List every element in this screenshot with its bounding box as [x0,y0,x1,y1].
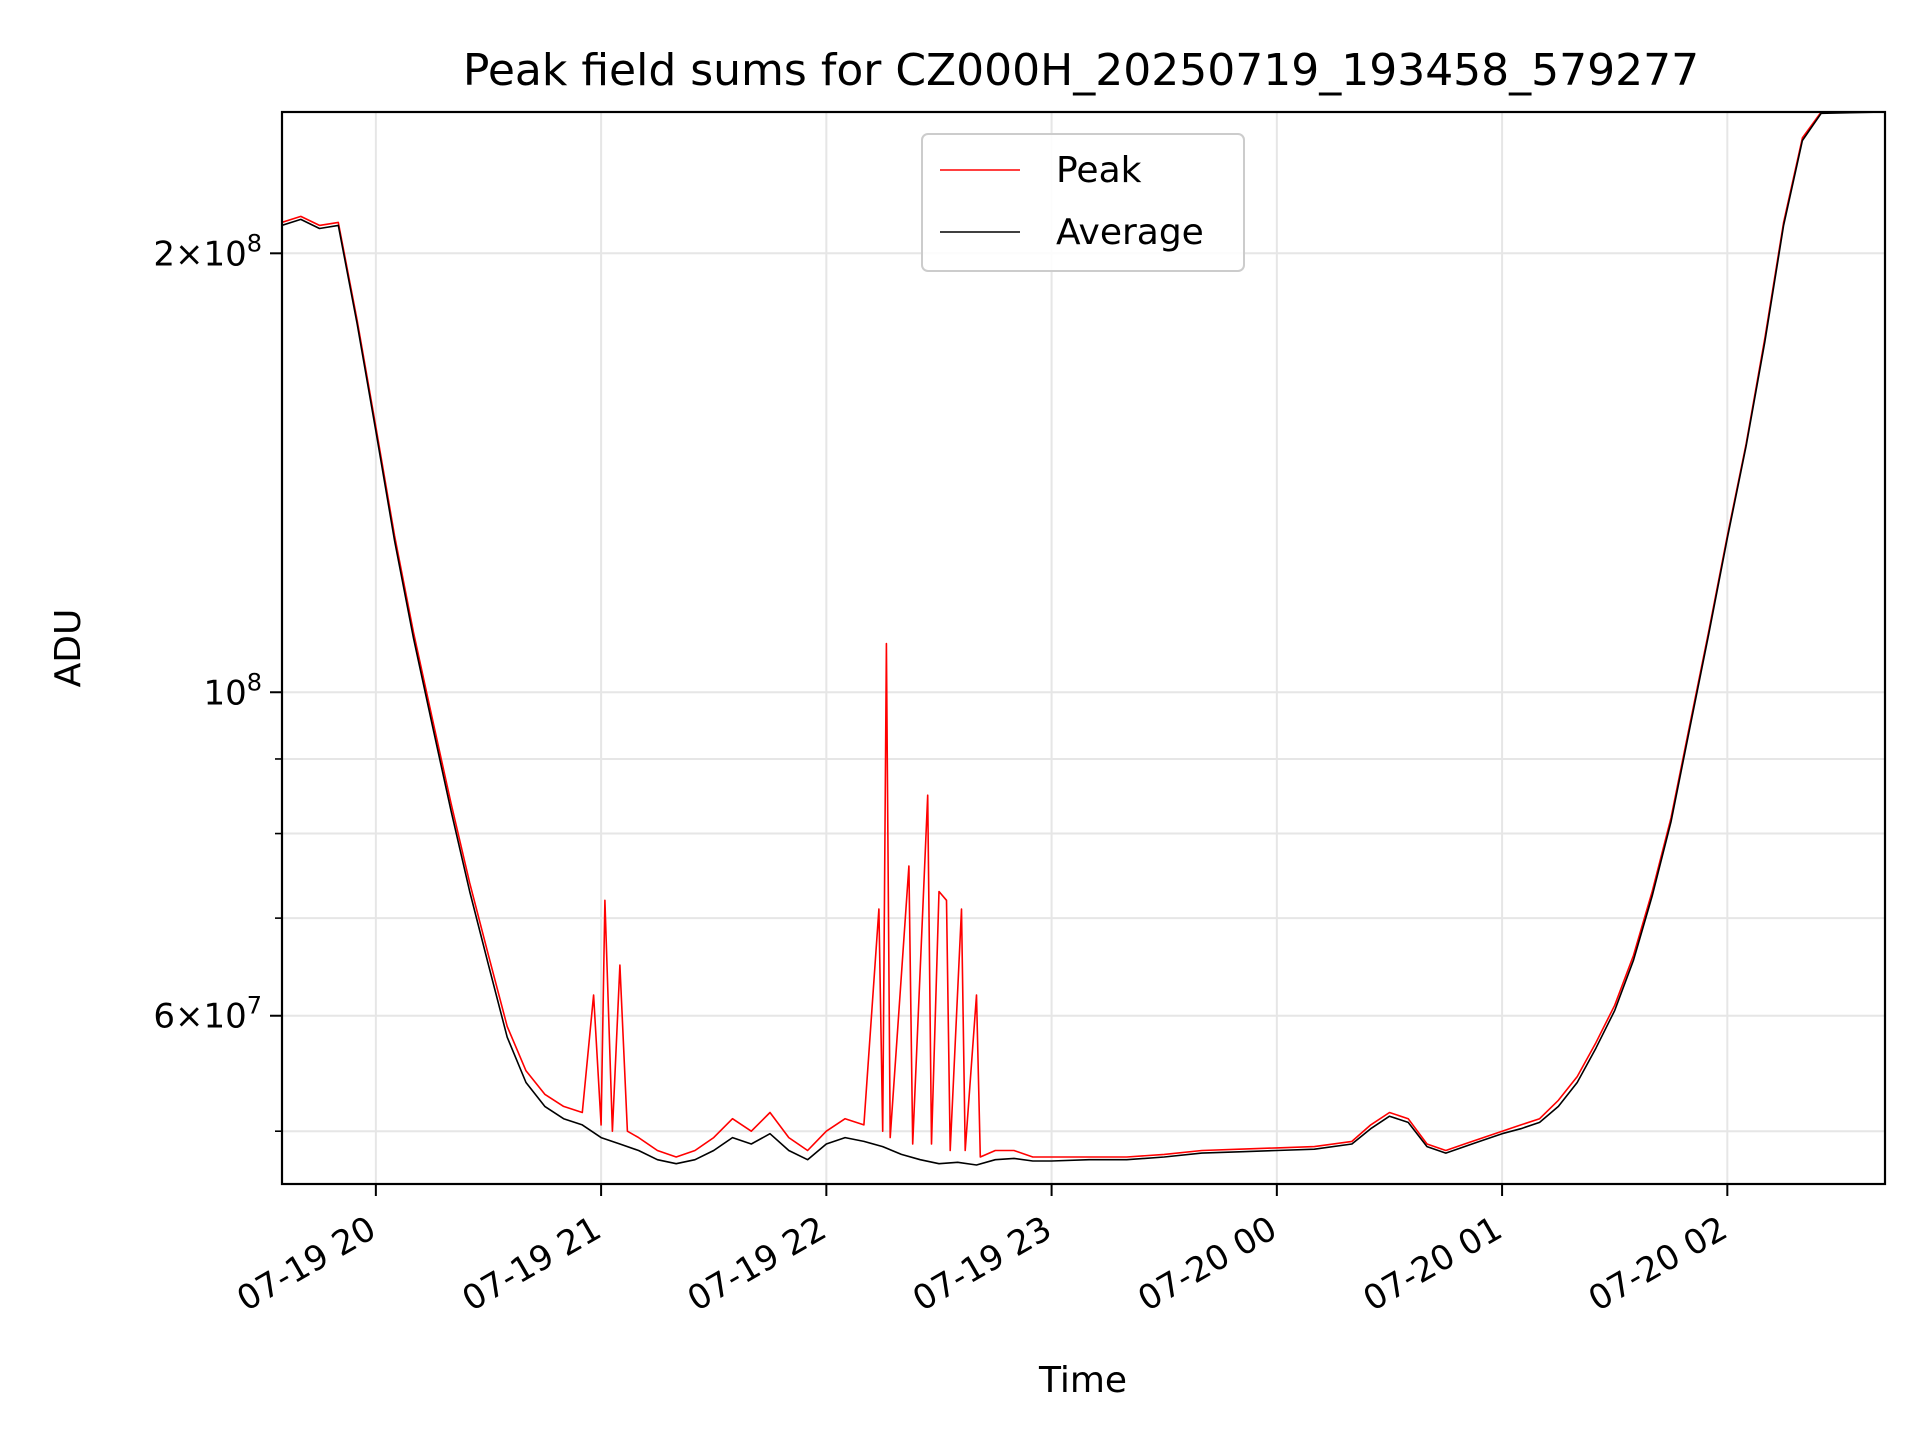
chart-legend: Peak Average [921,133,1245,272]
plot-series [282,112,1885,1166]
y-tick-label: 108 [203,668,262,713]
y-tick-label: 6×107 [153,992,262,1037]
y-axis-title: ADU [48,609,89,688]
series-line-average [282,112,1885,1166]
y-tick-label: 2×108 [153,229,262,274]
x-axis-title: Time [1038,1360,1127,1401]
chart-title: Peak field sums for CZ000H_20250719_1934… [463,45,1699,96]
series-line-peak [282,112,1885,1158]
plot-frame [280,110,1887,1186]
legend-label-peak: Peak [1056,150,1142,191]
legend-box [921,133,1245,272]
legend-label-average: Average [1056,212,1204,253]
